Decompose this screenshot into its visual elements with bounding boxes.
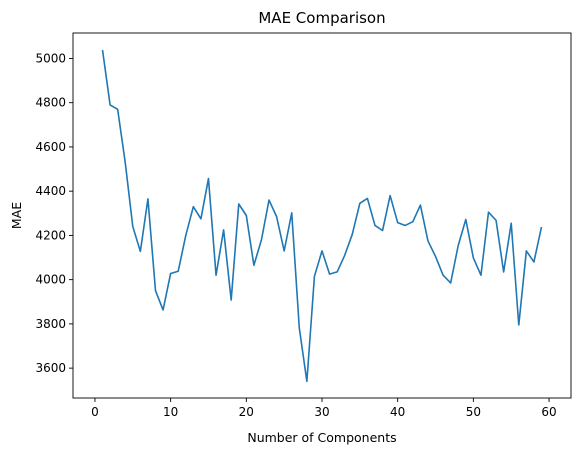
- y-tick-label: 4200: [35, 228, 66, 242]
- plot-frame: [73, 33, 571, 398]
- y-tick-label: 4600: [35, 140, 66, 154]
- x-tick-label: 60: [541, 405, 556, 419]
- x-axis-label: Number of Components: [247, 430, 396, 445]
- x-tick-label: 10: [163, 405, 178, 419]
- y-tick-label: 5000: [35, 51, 66, 65]
- y-tick-label: 4800: [35, 96, 66, 110]
- x-tick-label: 0: [91, 405, 99, 419]
- y-tick-label: 3600: [35, 361, 66, 375]
- x-tick-label: 30: [314, 405, 329, 419]
- y-tick-label: 3800: [35, 317, 66, 331]
- x-tick-label: 20: [239, 405, 254, 419]
- y-tick-label: 4400: [35, 184, 66, 198]
- x-tick-label: 50: [466, 405, 481, 419]
- y-axis-label: MAE: [9, 202, 24, 229]
- y-tick-label: 4000: [35, 273, 66, 287]
- series-line-0: [103, 50, 542, 381]
- x-tick-label: 40: [390, 405, 405, 419]
- chart-title: MAE Comparison: [258, 9, 385, 27]
